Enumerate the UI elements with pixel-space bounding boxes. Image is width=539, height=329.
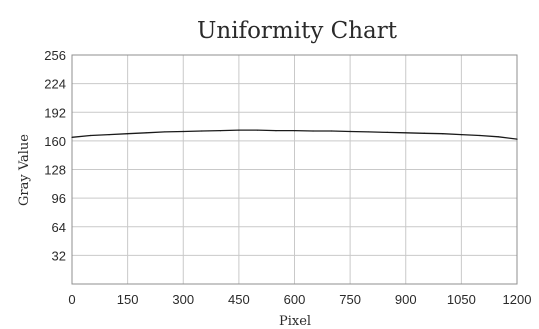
tick-layer: 0 150 300 450 600 750 900 1050 1200 32 64 96 128 160 1… — [44, 48, 531, 307]
y-axis-label: Gray Value — [17, 134, 32, 206]
x-tick-label: 900 — [395, 292, 417, 307]
data-point — [405, 132, 406, 133]
y-tick-label: 128 — [44, 163, 66, 178]
data-point — [127, 133, 128, 134]
data-point — [183, 131, 184, 132]
y-tick-label: 96 — [52, 191, 66, 206]
data-point — [108, 134, 109, 135]
data-point — [387, 132, 388, 133]
data-point — [461, 134, 462, 135]
chart-title: Uniformity Chart — [197, 18, 398, 44]
data-point — [331, 130, 332, 131]
data-point — [516, 138, 517, 139]
y-tick-label: 192 — [44, 105, 66, 120]
data-point — [368, 131, 369, 132]
y-tick-label: 160 — [44, 134, 66, 149]
data-point — [201, 130, 202, 131]
y-tick-label: 224 — [44, 77, 66, 92]
y-tick-label: 32 — [52, 248, 66, 263]
x-tick-label: 150 — [117, 292, 139, 307]
grid-layer — [72, 55, 517, 284]
data-point — [146, 132, 147, 133]
x-tick-label: 750 — [339, 292, 361, 307]
data-point — [424, 133, 425, 134]
x-tick-label: 450 — [228, 292, 250, 307]
data-point — [294, 130, 295, 131]
data-point — [479, 135, 480, 136]
data-point — [220, 130, 221, 131]
data-point — [238, 130, 239, 131]
y-tick-label: 64 — [52, 220, 66, 235]
data-point — [312, 130, 313, 131]
y-tick-label: 256 — [44, 48, 66, 63]
x-tick-label: 0 — [68, 292, 75, 307]
data-point — [90, 135, 91, 136]
data-point — [257, 130, 258, 131]
data-point — [350, 131, 351, 132]
x-tick-label: 300 — [172, 292, 194, 307]
data-point — [442, 133, 443, 134]
x-tick-label: 1050 — [447, 292, 476, 307]
data-point — [164, 131, 165, 132]
data-point — [498, 136, 499, 137]
data-point — [71, 137, 72, 138]
x-axis-label: Pixel — [279, 314, 311, 329]
x-tick-label: 600 — [284, 292, 306, 307]
data-point — [275, 130, 276, 131]
x-tick-label: 1200 — [503, 292, 532, 307]
